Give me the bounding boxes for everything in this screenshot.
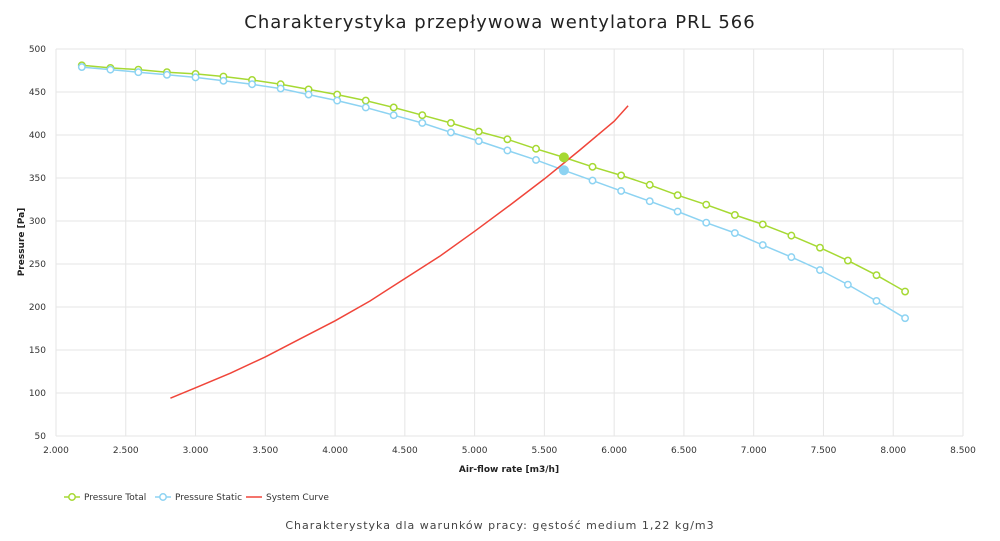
x-axis-ticks: 2.000 2.500 3.000 3.500 4.000 4.500 5.000 5.500… [43, 446, 976, 456]
data-point[interactable] [276, 84, 285, 93]
data-point[interactable] [787, 231, 796, 240]
legend-label: System Curve [266, 493, 329, 503]
data-point[interactable] [843, 256, 852, 265]
data-point[interactable] [588, 176, 597, 185]
data-point[interactable] [758, 241, 767, 250]
y-tick-label: 150 [29, 346, 46, 356]
data-point[interactable] [106, 65, 115, 74]
x-tick-label: 6.000 [601, 446, 627, 456]
y-axis-label: Pressure [Pa] [17, 208, 27, 277]
legend-swatch-marker [68, 493, 76, 501]
y-tick-label: 50 [35, 432, 47, 442]
y-tick-label: 250 [29, 260, 46, 270]
x-tick-label: 2.500 [113, 446, 139, 456]
y-tick-label: 350 [29, 174, 46, 184]
series-layer [77, 61, 910, 399]
y-tick-label: 100 [29, 389, 46, 399]
chart-subtitle: Charakterystyka dla warunków pracy: gęst… [285, 519, 714, 532]
data-point[interactable] [219, 76, 228, 85]
data-point[interactable] [617, 171, 626, 180]
data-point[interactable] [77, 63, 86, 72]
data-point[interactable] [361, 96, 370, 105]
data-point[interactable] [872, 271, 881, 280]
operating-point[interactable] [558, 165, 569, 176]
series-line-pressure-static [81, 66, 906, 319]
grid [55, 48, 964, 437]
y-tick-label: 300 [29, 217, 46, 227]
data-point[interactable] [532, 155, 540, 164]
data-point[interactable] [787, 253, 796, 262]
data-point[interactable] [843, 280, 852, 289]
data-point[interactable] [418, 119, 427, 127]
x-tick-label: 4.500 [392, 446, 418, 456]
x-axis-label: Air-flow rate [m3/h] [459, 465, 559, 475]
data-point[interactable] [503, 146, 512, 155]
legend-label: Pressure Static [175, 493, 242, 503]
data-point[interactable] [702, 200, 711, 209]
data-point[interactable] [816, 243, 824, 252]
data-point[interactable] [446, 128, 455, 137]
data-point[interactable] [418, 111, 427, 120]
data-point[interactable] [730, 211, 739, 219]
series-line-pressure-total [81, 64, 906, 293]
data-point[interactable] [389, 103, 398, 112]
data-point[interactable] [758, 220, 767, 229]
data-point[interactable] [673, 207, 682, 216]
y-tick-label: 500 [29, 45, 46, 55]
series-system-curve [170, 105, 629, 399]
x-tick-label: 8.000 [880, 446, 906, 456]
x-tick-label: 5.500 [532, 446, 558, 456]
y-tick-label: 400 [29, 131, 46, 141]
y-axis-ticks: 50 100 150 200 250 300 350 400 450 500 [29, 45, 46, 442]
data-point[interactable] [503, 135, 512, 144]
data-point[interactable] [304, 90, 313, 99]
legend-item-pressure-total[interactable]: Pressure Total [64, 493, 146, 503]
x-tick-label: 8.500 [950, 446, 976, 456]
series-pressure-total [77, 61, 910, 296]
data-point[interactable] [162, 70, 171, 79]
legend[interactable]: Pressure Total Pressure Static System Curv… [64, 493, 329, 503]
data-point[interactable] [474, 127, 483, 136]
data-point[interactable] [361, 103, 370, 112]
operating-point[interactable] [558, 152, 569, 163]
legend-item-pressure-static[interactable]: Pressure Static [155, 493, 242, 503]
data-point[interactable] [645, 180, 654, 189]
data-point[interactable] [730, 229, 739, 237]
data-point[interactable] [645, 197, 654, 206]
data-point[interactable] [901, 314, 910, 323]
data-point[interactable] [134, 68, 143, 77]
series-pressure-static [77, 63, 910, 323]
x-tick-label: 3.500 [252, 446, 278, 456]
data-point[interactable] [191, 73, 200, 82]
data-point[interactable] [617, 186, 626, 195]
data-point[interactable] [248, 80, 257, 89]
data-point[interactable] [901, 287, 910, 296]
y-tick-label: 200 [29, 303, 46, 313]
data-point[interactable] [446, 119, 455, 127]
series-line-system-curve [170, 105, 629, 399]
data-point[interactable] [872, 297, 881, 305]
data-point[interactable] [702, 218, 711, 227]
x-tick-label: 4.000 [322, 446, 348, 456]
x-tick-label: 2.000 [43, 446, 69, 456]
legend-swatch-marker [159, 493, 167, 501]
chart-title: Charakterystyka przepływowa wentylatora … [244, 12, 755, 33]
data-point[interactable] [588, 162, 597, 171]
x-tick-label: 7.000 [741, 446, 767, 456]
data-point[interactable] [389, 111, 398, 120]
legend-label: Pressure Total [84, 493, 146, 503]
x-tick-label: 5.000 [462, 446, 488, 456]
y-tick-label: 450 [29, 88, 46, 98]
data-point[interactable] [532, 144, 540, 153]
legend-item-system-curve[interactable]: System Curve [246, 493, 329, 503]
data-point[interactable] [474, 137, 483, 145]
x-tick-label: 7.500 [811, 446, 837, 456]
data-point[interactable] [673, 191, 682, 200]
x-tick-label: 3.000 [183, 446, 209, 456]
data-point[interactable] [816, 266, 824, 274]
x-tick-label: 6.500 [671, 446, 697, 456]
data-point[interactable] [333, 96, 342, 105]
